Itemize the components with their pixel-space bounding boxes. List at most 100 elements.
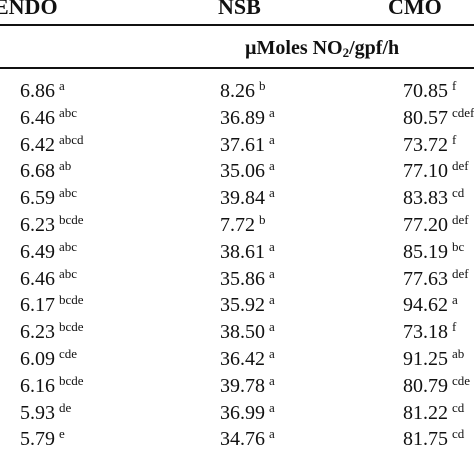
cell-endo: 6.42 abcd — [20, 132, 84, 158]
cell-cmo: 81.75 cd — [403, 426, 464, 452]
table-row: 6.17 bcde 35.92 a 94.62 a — [0, 292, 474, 319]
cell-nsb: 35.06 a — [220, 158, 275, 184]
cell-cmo-value: 83.83 — [403, 187, 448, 210]
cell-cmo-significance: cd — [452, 185, 465, 201]
cell-nsb: 34.76 a — [220, 426, 275, 452]
cell-nsb-value: 38.61 — [220, 240, 265, 263]
cell-endo-value: 6.16 — [20, 374, 55, 397]
cell-cmo-significance: def — [452, 265, 469, 281]
cell-cmo-value: 77.20 — [403, 214, 448, 236]
cell-endo-significance: e — [59, 426, 65, 442]
cell-cmo-value: 81.22 — [403, 401, 448, 424]
cell-cmo-value: 80.57 — [403, 106, 448, 129]
cell-endo: 6.59 abc — [20, 185, 77, 211]
cell-nsb: 39.84 a — [220, 185, 275, 211]
cell-nsb-significance: b — [259, 212, 266, 227]
cell-nsb: 36.89 a — [220, 105, 275, 131]
table-row: 5.93 de 36.99 a 81.22 cd — [0, 400, 474, 427]
cell-cmo: 80.57 cdef — [403, 105, 474, 131]
cell-cmo-significance: bc — [452, 238, 465, 254]
cell-endo-value: 6.23 — [20, 214, 55, 236]
table-row: 6.16 bcde 39.78 a 80.79 cde — [0, 373, 474, 400]
cell-endo-significance: ab — [59, 158, 72, 174]
cell-nsb-significance: a — [269, 292, 275, 308]
cell-endo-significance: a — [59, 78, 65, 93]
cell-nsb: 8.26 b — [220, 78, 266, 104]
cell-endo-value: 5.93 — [20, 401, 55, 424]
table-row: 6.46 abc 35.86 a 77.63 def — [0, 266, 474, 293]
cell-nsb: 35.86 a — [220, 266, 275, 292]
cell-endo-value: 6.42 — [20, 133, 55, 156]
cell-nsb-value: 36.89 — [220, 106, 265, 129]
table-row: 6.46 abc 36.89 a 80.57 cdef — [0, 105, 474, 132]
cell-nsb-value: 36.42 — [220, 348, 265, 370]
units-label: µMoles NO2/gpf/h — [245, 36, 399, 60]
cell-cmo-value: 73.72 — [403, 133, 448, 156]
cell-cmo: 73.18 f — [403, 319, 456, 345]
cell-cmo: 80.79 cde — [403, 373, 470, 399]
cell-cmo-value: 77.10 — [403, 160, 448, 183]
cell-cmo-significance: cde — [452, 372, 471, 388]
cell-cmo-significance: f — [452, 131, 457, 147]
table-row: 6.42 abcd 37.61 a 73.72 f — [0, 132, 474, 159]
cell-endo-value: 6.17 — [20, 294, 55, 317]
cell-cmo: 81.22 cd — [403, 400, 464, 426]
cell-endo-significance: de — [59, 399, 72, 415]
cell-endo: 6.46 abc — [20, 105, 77, 131]
cell-cmo-significance: cd — [452, 399, 465, 415]
cell-nsb: 7.72 b — [220, 212, 266, 238]
cell-cmo: 83.83 cd — [403, 185, 464, 211]
cell-endo-significance: bcde — [59, 319, 84, 335]
cell-endo-significance: abc — [59, 185, 78, 201]
cell-cmo-value: 73.18 — [403, 321, 448, 344]
cell-nsb-value: 35.86 — [220, 267, 265, 290]
cell-cmo: 77.10 def — [403, 158, 469, 184]
cell-nsb: 39.78 a — [220, 373, 275, 399]
cell-endo: 6.49 abc — [20, 239, 77, 265]
cell-cmo: 91.25 ab — [403, 346, 464, 372]
cell-endo: 6.23 bcde — [20, 212, 84, 238]
cell-nsb-significance: a — [269, 158, 275, 174]
cell-cmo-significance: f — [452, 319, 457, 335]
cell-cmo-significance: cdef — [452, 104, 474, 120]
cell-cmo: 77.63 def — [403, 266, 469, 292]
cell-nsb-significance: b — [259, 78, 266, 93]
cell-nsb-significance: a — [269, 185, 275, 201]
cell-nsb: 36.99 a — [220, 400, 275, 426]
cell-nsb-value: 35.92 — [220, 294, 265, 317]
cell-cmo-significance: a — [452, 292, 458, 308]
cell-endo-significance: abc — [59, 265, 78, 281]
cell-endo-value: 6.46 — [20, 106, 55, 129]
cell-nsb-value: 39.78 — [220, 374, 265, 397]
cell-nsb-significance: a — [269, 265, 275, 281]
cell-cmo: 73.72 f — [403, 132, 456, 158]
cell-nsb: 38.50 a — [220, 319, 275, 345]
cell-endo: 6.86 a — [20, 78, 65, 104]
cell-nsb-significance: a — [269, 346, 275, 361]
table-row: 6.68 ab 35.06 a 77.10 def — [0, 158, 474, 185]
cell-cmo-significance: def — [452, 212, 469, 227]
cell-endo: 6.16 bcde — [20, 373, 84, 399]
cell-endo: 6.23 bcde — [20, 319, 84, 345]
cell-cmo-significance: def — [452, 158, 469, 174]
cell-nsb: 38.61 a — [220, 239, 275, 265]
cell-cmo-value: 91.25 — [403, 348, 448, 370]
cell-nsb: 35.92 a — [220, 292, 275, 318]
cell-cmo-value: 94.62 — [403, 294, 448, 317]
cell-nsb-significance: a — [269, 319, 275, 335]
table-row: 6.23 bcde 38.50 a 73.18 f — [0, 319, 474, 346]
cell-nsb: 37.61 a — [220, 132, 275, 158]
cell-cmo-value: 77.63 — [403, 267, 448, 290]
units-subscript: 2 — [342, 45, 350, 60]
cell-endo-value: 6.68 — [20, 160, 55, 183]
cell-endo: 5.79 e — [20, 426, 65, 452]
cell-nsb: 36.42 a — [220, 346, 275, 372]
cell-nsb-significance: a — [269, 104, 275, 120]
cell-cmo-significance: ab — [452, 346, 465, 361]
header-rule — [0, 24, 474, 26]
cell-endo-value: 6.59 — [20, 187, 55, 210]
cell-endo-value: 6.49 — [20, 240, 55, 263]
cell-endo-value: 6.23 — [20, 321, 55, 344]
cell-cmo-value: 81.75 — [403, 428, 448, 451]
